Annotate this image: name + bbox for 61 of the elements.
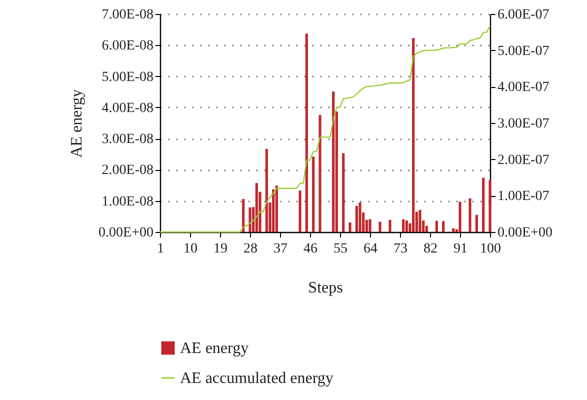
y2-tick-label: 4.00E-07 <box>498 80 550 96</box>
x-tick-label: 91 <box>454 242 468 256</box>
x-tick-label: 37 <box>274 242 288 256</box>
legend-label: AE accumulated energy <box>180 370 334 387</box>
x-tick-label: 64 <box>364 242 378 256</box>
bar <box>242 198 245 232</box>
bar <box>475 214 478 232</box>
y-tick-label: 4.00E-08 <box>102 100 154 116</box>
bar <box>305 34 308 232</box>
bar <box>442 221 445 232</box>
bar <box>312 156 315 232</box>
x-tick-label: 55 <box>334 242 348 256</box>
bar <box>358 202 362 232</box>
x-tick-label: 46 <box>304 242 318 256</box>
y2-tick-label: 5.00E-07 <box>498 44 550 59</box>
bar <box>468 198 472 232</box>
y2-tick-label: 2.00E-07 <box>498 152 550 168</box>
y-tick-label: 1.00E-08 <box>102 194 154 210</box>
x-tick-label: 100 <box>480 242 501 256</box>
bar <box>418 210 422 232</box>
bar <box>342 153 345 232</box>
bar <box>378 222 382 232</box>
x-tick-label: 19 <box>214 242 228 256</box>
y-tick-label: 6.00E-08 <box>102 38 154 54</box>
y-axis-title: AE energy <box>68 89 86 158</box>
bar <box>412 38 415 232</box>
bar <box>275 186 278 232</box>
y2-tick-label: 1.00E-07 <box>498 189 550 204</box>
y-tick-label: 0.00E+00 <box>98 226 154 240</box>
bar <box>402 219 405 232</box>
bar <box>388 220 392 232</box>
y2-tick-label: 6.00E-07 <box>498 8 550 22</box>
x-axis-title: Steps <box>308 280 343 296</box>
x-tick-label: 28 <box>244 242 258 256</box>
x-tick-label: 10 <box>184 242 198 256</box>
y-tick-label: 2.00E-08 <box>102 163 154 178</box>
y2-tick-label: 0.00E+00 <box>498 226 552 240</box>
bar <box>332 92 335 232</box>
bar <box>482 178 485 232</box>
bar <box>488 180 492 232</box>
x-tick-label: 1 <box>157 242 164 256</box>
bar <box>452 228 455 232</box>
y-tick-label: 7.00E-08 <box>102 8 154 22</box>
legend-label: AE energy <box>180 340 249 357</box>
bar <box>298 190 302 232</box>
x-tick-label: 73 <box>394 242 408 256</box>
bar <box>458 202 462 232</box>
x-tick-label: 82 <box>424 242 438 256</box>
bar <box>348 222 352 232</box>
bar <box>405 220 408 232</box>
bar <box>248 207 252 232</box>
bar <box>272 189 275 232</box>
y-tick-label: 3.00E-08 <box>102 132 154 148</box>
bar <box>318 114 322 232</box>
y2-tick-label: 3.00E-07 <box>498 116 550 132</box>
bar <box>355 206 358 232</box>
bar <box>435 220 438 232</box>
bar <box>265 148 268 232</box>
bar <box>255 183 258 232</box>
y-tick-label: 5.00E-08 <box>102 70 154 85</box>
bar <box>368 219 372 232</box>
